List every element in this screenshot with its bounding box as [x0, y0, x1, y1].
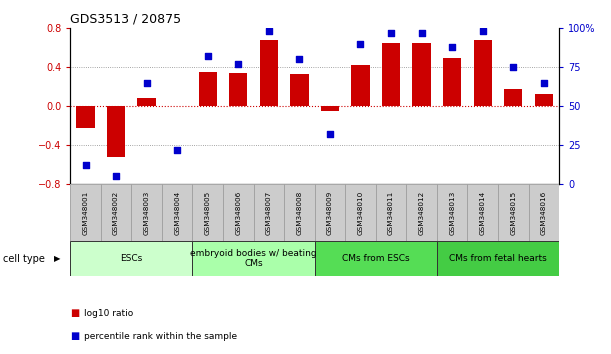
Text: GSM348003: GSM348003	[144, 190, 150, 235]
Point	[264, 29, 274, 34]
Text: GSM348008: GSM348008	[296, 190, 302, 235]
Text: GSM348007: GSM348007	[266, 190, 272, 235]
Text: log10 ratio: log10 ratio	[84, 309, 133, 318]
Text: GSM348016: GSM348016	[541, 190, 547, 235]
Bar	[321, 106, 339, 111]
Text: ESCs: ESCs	[120, 254, 142, 263]
Bar	[290, 74, 309, 106]
Point	[233, 61, 243, 67]
Point	[508, 64, 518, 70]
Bar	[199, 72, 217, 106]
Point	[539, 80, 549, 86]
Bar	[412, 43, 431, 106]
Bar	[254, 184, 284, 241]
Bar	[315, 184, 345, 241]
Point	[386, 30, 396, 36]
Point	[447, 44, 457, 50]
Text: GSM348011: GSM348011	[388, 190, 394, 235]
Point	[142, 80, 152, 86]
Bar	[315, 241, 437, 276]
Bar	[223, 184, 254, 241]
Bar	[229, 73, 247, 106]
Bar	[437, 184, 467, 241]
Bar	[504, 88, 522, 106]
Text: GSM348009: GSM348009	[327, 190, 333, 235]
Bar	[376, 184, 406, 241]
Bar	[284, 184, 315, 241]
Point	[172, 147, 182, 153]
Text: percentile rank within the sample: percentile rank within the sample	[84, 332, 237, 341]
Bar	[192, 184, 223, 241]
Text: GSM348004: GSM348004	[174, 190, 180, 235]
Bar	[443, 58, 461, 106]
Point	[417, 30, 426, 36]
Text: GSM348005: GSM348005	[205, 190, 211, 235]
Bar	[351, 65, 370, 106]
Bar	[70, 241, 192, 276]
Point	[478, 29, 488, 34]
Point	[111, 173, 121, 179]
Bar	[406, 184, 437, 241]
Bar	[107, 106, 125, 157]
Bar	[70, 184, 101, 241]
Bar	[345, 184, 376, 241]
Point	[356, 41, 365, 47]
Text: GSM348002: GSM348002	[113, 190, 119, 235]
Bar	[76, 106, 95, 127]
Text: GSM348010: GSM348010	[357, 190, 364, 235]
Bar	[137, 98, 156, 106]
Bar	[498, 184, 529, 241]
Bar	[192, 241, 315, 276]
Bar	[529, 184, 559, 241]
Text: embryoid bodies w/ beating
CMs: embryoid bodies w/ beating CMs	[190, 249, 317, 268]
Point	[295, 57, 304, 62]
Bar	[382, 43, 400, 106]
Bar	[467, 184, 498, 241]
Text: CMs from fetal hearts: CMs from fetal hearts	[449, 254, 547, 263]
Text: GSM348013: GSM348013	[449, 190, 455, 235]
Text: CMs from ESCs: CMs from ESCs	[342, 254, 409, 263]
Text: ■: ■	[70, 308, 79, 318]
Point	[81, 162, 90, 168]
Bar	[162, 184, 192, 241]
Text: GDS3513 / 20875: GDS3513 / 20875	[70, 13, 181, 26]
Text: GSM348012: GSM348012	[419, 190, 425, 235]
Bar	[474, 40, 492, 106]
Bar	[437, 241, 559, 276]
Bar	[535, 95, 553, 106]
Text: ▶: ▶	[54, 254, 60, 263]
Point	[325, 131, 335, 137]
Bar	[131, 184, 162, 241]
Text: cell type: cell type	[3, 254, 45, 264]
Text: GSM348001: GSM348001	[82, 190, 89, 235]
Bar	[260, 40, 278, 106]
Text: GSM348014: GSM348014	[480, 190, 486, 235]
Point	[203, 53, 213, 59]
Bar	[101, 184, 131, 241]
Text: GSM348006: GSM348006	[235, 190, 241, 235]
Text: GSM348015: GSM348015	[510, 190, 516, 235]
Text: ■: ■	[70, 331, 79, 341]
